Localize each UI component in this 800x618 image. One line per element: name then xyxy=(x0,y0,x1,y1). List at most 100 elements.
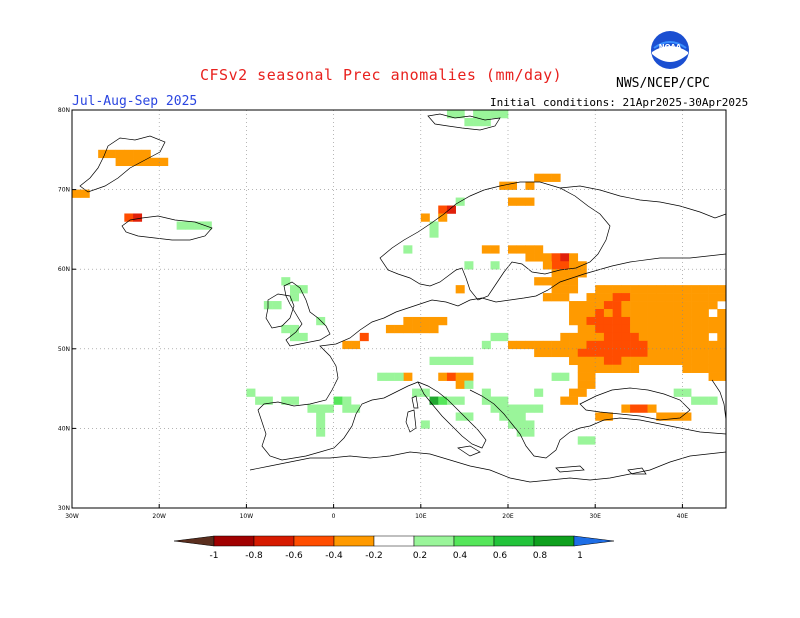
anomaly-cell xyxy=(621,309,631,318)
anomaly-cell xyxy=(508,404,518,413)
anomaly-cell xyxy=(534,388,544,397)
anomaly-cell xyxy=(595,364,605,373)
anomaly-cell xyxy=(612,301,622,310)
anomaly-cell xyxy=(569,301,579,310)
colorbar-swatch xyxy=(413,535,455,547)
lat-lon-grid xyxy=(72,110,726,508)
anomaly-cell xyxy=(664,301,674,310)
lon-label: 10W xyxy=(240,513,254,520)
anomaly-cell xyxy=(569,340,579,350)
season-label: Jul-Aug-Sep 2025 xyxy=(72,94,198,109)
anomaly-cell xyxy=(595,332,605,342)
anomaly-cell xyxy=(420,213,430,222)
anomaly-cell xyxy=(595,340,605,350)
anomaly-cell xyxy=(603,332,613,342)
anomaly-cell xyxy=(682,309,692,318)
anomaly-cell xyxy=(664,285,674,294)
anomaly-cell xyxy=(133,157,143,167)
anomaly-cell xyxy=(420,324,430,334)
anomaly-cell xyxy=(534,404,544,413)
lat-label: 70N xyxy=(58,187,70,194)
anomaly-cell xyxy=(534,245,544,254)
anomaly-cell xyxy=(429,229,439,238)
lon-label: 0 xyxy=(332,513,336,520)
anomaly-cell xyxy=(699,324,709,334)
anomaly-cell xyxy=(717,309,727,318)
anomaly-cell xyxy=(534,173,544,182)
anomaly-cell xyxy=(464,117,474,127)
anomaly-cell xyxy=(682,364,692,373)
anomaly-cell xyxy=(403,372,413,381)
anomaly-cell xyxy=(603,348,613,358)
anomaly-cell xyxy=(455,372,465,381)
lat-label: 40N xyxy=(58,425,70,432)
anomaly-cell xyxy=(298,285,308,294)
anomaly-cell xyxy=(586,293,596,302)
anomaly-cell xyxy=(621,404,631,413)
anomaly-cell xyxy=(638,293,648,302)
anomaly-cell xyxy=(455,412,465,421)
anomaly-cell xyxy=(438,316,448,326)
anomaly-cell xyxy=(542,173,552,182)
anomaly-cell xyxy=(699,348,709,358)
colorbar-swatch xyxy=(533,535,575,547)
anomaly-cell xyxy=(551,293,561,302)
anomaly-cell xyxy=(569,269,579,278)
anomaly-cell xyxy=(525,404,535,413)
anomaly-cell xyxy=(664,356,674,366)
anomaly-cell xyxy=(638,324,648,334)
anomaly-cell xyxy=(708,356,718,366)
anomaly-cell xyxy=(621,340,631,350)
anomaly-cell xyxy=(656,301,666,310)
anomaly-cell xyxy=(351,340,361,350)
anomaly-cell xyxy=(673,332,683,342)
anomaly-cell xyxy=(455,110,465,119)
anomaly-cell xyxy=(656,293,666,302)
anomaly-cell xyxy=(664,332,674,342)
anomaly-cell xyxy=(717,356,727,366)
anomaly-cell xyxy=(586,340,596,350)
anomaly-cell xyxy=(499,404,509,413)
anomaly-cell xyxy=(638,301,648,310)
anomaly-cell xyxy=(682,340,692,350)
anomaly-cell xyxy=(656,285,666,294)
anomaly-cell xyxy=(638,340,648,350)
anomaly-cell xyxy=(595,324,605,334)
anomaly-cell xyxy=(656,356,666,366)
anomaly-cell xyxy=(691,340,701,350)
anomaly-cell xyxy=(316,404,326,413)
anomaly-cell xyxy=(708,364,718,373)
anomaly-cell xyxy=(630,332,640,342)
anomaly-cell xyxy=(542,253,552,262)
anomaly-cell xyxy=(290,396,300,405)
anomaly-cell xyxy=(359,332,369,342)
noaa-logo-icon: NOAA xyxy=(651,31,689,69)
anomaly-cell xyxy=(377,372,387,381)
anomaly-cell xyxy=(473,117,483,127)
anomaly-cell xyxy=(446,356,456,366)
anomaly-cell xyxy=(656,348,666,358)
anomaly-cell xyxy=(586,324,596,334)
agency-label: NWS/NCEP/CPC xyxy=(616,76,710,91)
anomaly-cell xyxy=(691,301,701,310)
anomaly-cell xyxy=(481,117,491,127)
anomaly-cell xyxy=(542,277,552,286)
anomaly-cell xyxy=(691,356,701,366)
anomaly-cell xyxy=(124,213,134,222)
anomaly-cell xyxy=(412,324,422,334)
anomaly-cell xyxy=(664,340,674,350)
anomaly-cell xyxy=(141,157,151,167)
anomaly-cell xyxy=(682,293,692,302)
anomaly-cell xyxy=(429,221,439,230)
anomaly-cell xyxy=(499,181,509,190)
anomaly-cell xyxy=(612,332,622,342)
anomaly-cell xyxy=(647,285,657,294)
anomaly-cell xyxy=(717,372,727,381)
anomaly-cell xyxy=(708,372,718,381)
anomaly-cell xyxy=(586,380,596,389)
anomaly-cell xyxy=(586,316,596,326)
anomaly-cell xyxy=(499,396,509,405)
anomaly-cell xyxy=(699,301,709,310)
anomaly-cell xyxy=(551,269,561,278)
lon-label: 10E xyxy=(415,513,427,520)
